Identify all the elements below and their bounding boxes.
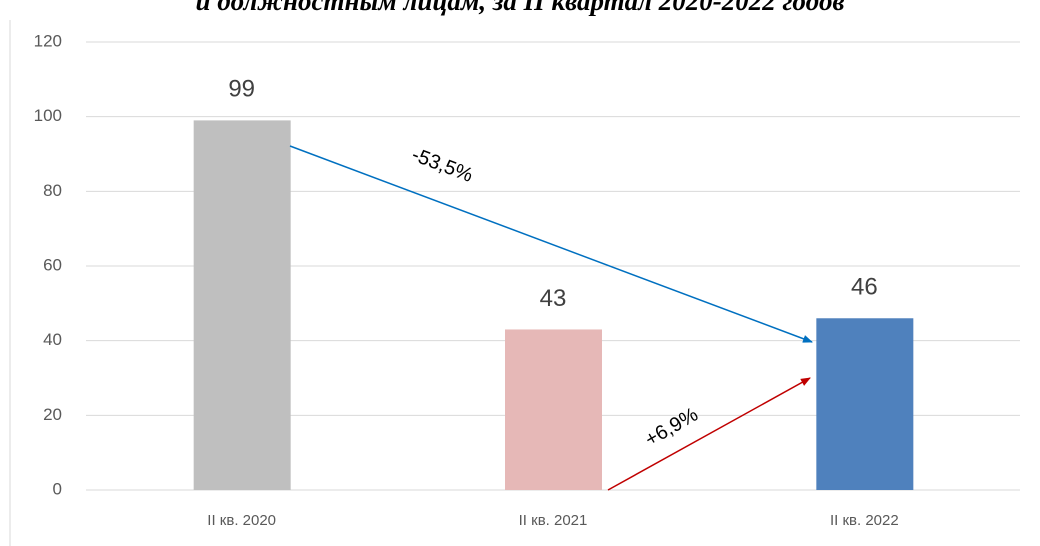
y-tick-label: 40 bbox=[43, 330, 62, 349]
annotation-arrow bbox=[289, 145, 813, 343]
y-tick-label: 20 bbox=[43, 405, 62, 424]
x-tick-label: II кв. 2021 bbox=[519, 512, 588, 529]
y-tick-label: 100 bbox=[34, 106, 62, 125]
y-tick-label: 0 bbox=[53, 479, 62, 498]
y-tick-label: 80 bbox=[43, 181, 62, 200]
y-tick-label: 120 bbox=[34, 31, 62, 50]
annotation-text: -53,5% bbox=[409, 144, 476, 187]
bar bbox=[193, 120, 291, 491]
bar bbox=[816, 318, 914, 490]
data-label: 43 bbox=[540, 285, 567, 312]
x-tick-label: II кв. 2020 bbox=[207, 512, 276, 529]
y-tick-label: 60 bbox=[43, 255, 62, 274]
annotation-arrow bbox=[607, 377, 811, 491]
chart-title: и должностным лицам, за II квартал 2020-… bbox=[195, 0, 844, 16]
bar bbox=[505, 329, 602, 490]
x-tick-label: II кв. 2022 bbox=[830, 512, 899, 529]
data-label: 99 bbox=[228, 76, 255, 103]
data-label: 46 bbox=[851, 274, 878, 301]
annotation-text: +6,9% bbox=[641, 403, 702, 451]
